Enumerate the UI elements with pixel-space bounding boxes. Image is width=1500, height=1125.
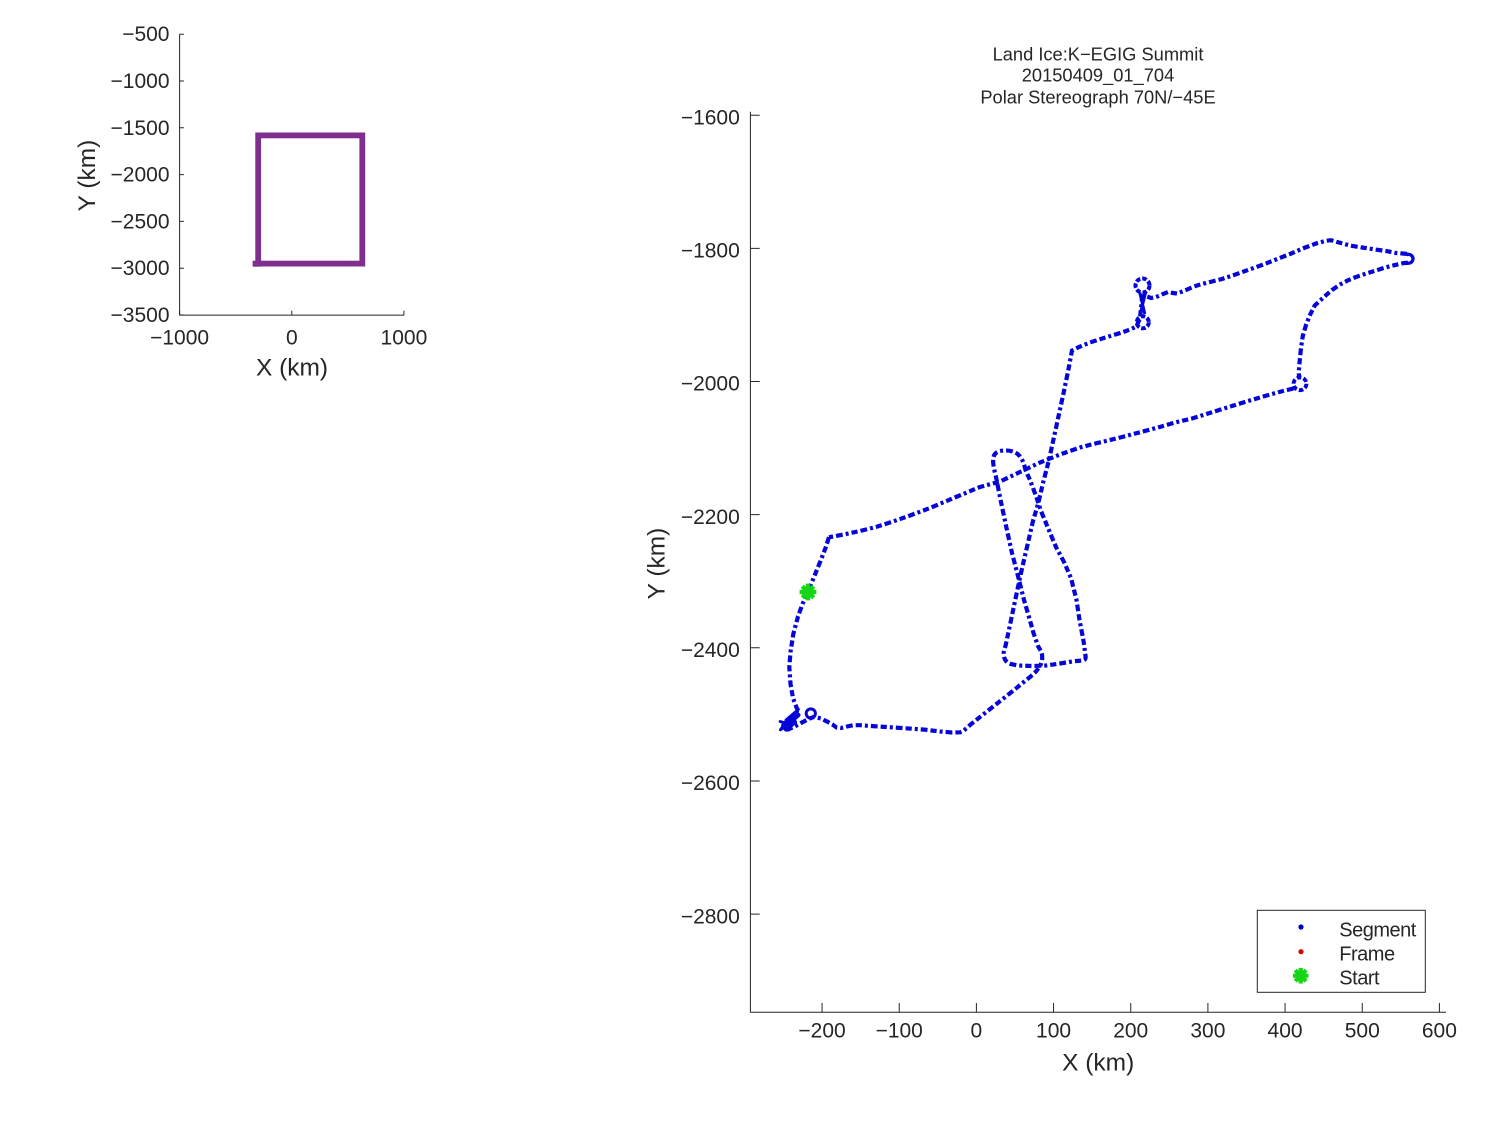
svg-text:400: 400 bbox=[1268, 1020, 1303, 1043]
svg-text:−3500: −3500 bbox=[111, 304, 170, 327]
svg-text:Start: Start bbox=[1339, 968, 1380, 990]
svg-text:−2800: −2800 bbox=[681, 905, 740, 928]
svg-text:−2400: −2400 bbox=[681, 639, 740, 662]
svg-text:−500: −500 bbox=[122, 23, 169, 46]
svg-text:−1500: −1500 bbox=[111, 117, 170, 140]
svg-text:X (km): X (km) bbox=[1062, 1050, 1134, 1077]
svg-text:20150409_01_704: 20150409_01_704 bbox=[1022, 65, 1175, 87]
svg-text:Land Ice:K−EGIG Summit: Land Ice:K−EGIG Summit bbox=[993, 44, 1204, 65]
svg-text:Segment: Segment bbox=[1339, 919, 1416, 941]
svg-text:600: 600 bbox=[1422, 1020, 1457, 1043]
svg-text:Polar Stereograph 70N/−45E: Polar Stereograph 70N/−45E bbox=[980, 86, 1215, 107]
svg-text:−2000: −2000 bbox=[681, 373, 740, 396]
svg-text:−3000: −3000 bbox=[111, 257, 170, 280]
svg-text:100: 100 bbox=[1036, 1020, 1071, 1043]
svg-text:−2600: −2600 bbox=[681, 772, 740, 795]
svg-text:0: 0 bbox=[286, 327, 298, 350]
svg-text:−1800: −1800 bbox=[681, 240, 740, 263]
svg-text:Y (km): Y (km) bbox=[74, 140, 101, 212]
svg-text:200: 200 bbox=[1113, 1020, 1148, 1043]
svg-text:−100: −100 bbox=[876, 1020, 923, 1043]
svg-text:−2500: −2500 bbox=[111, 210, 170, 233]
svg-text:Y (km): Y (km) bbox=[644, 528, 671, 600]
svg-text:−2200: −2200 bbox=[681, 506, 740, 529]
svg-text:0: 0 bbox=[971, 1020, 983, 1043]
svg-text:−200: −200 bbox=[798, 1020, 845, 1043]
svg-text:X (km): X (km) bbox=[256, 355, 328, 382]
svg-text:Frame: Frame bbox=[1339, 943, 1395, 965]
svg-text:−2000: −2000 bbox=[111, 164, 170, 187]
svg-text:−1000: −1000 bbox=[111, 70, 170, 93]
svg-text:−1600: −1600 bbox=[681, 106, 740, 129]
svg-text:1000: 1000 bbox=[381, 327, 428, 350]
svg-text:−1000: −1000 bbox=[150, 327, 209, 350]
svg-text:300: 300 bbox=[1190, 1020, 1225, 1043]
svg-text:500: 500 bbox=[1345, 1020, 1380, 1043]
